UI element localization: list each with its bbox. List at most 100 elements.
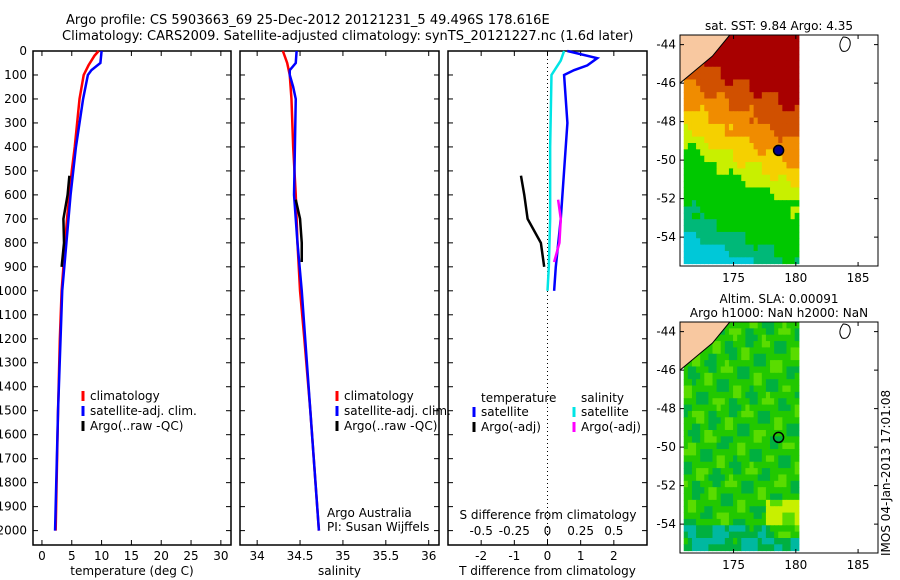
- map-cell: [733, 92, 738, 99]
- map-cell: [696, 544, 701, 552]
- map-cell: [757, 423, 763, 431]
- map-cell: [745, 537, 751, 545]
- map-cell: [720, 525, 726, 533]
- map-cell: [765, 404, 771, 412]
- map-cell: [765, 493, 771, 501]
- map-cell: [733, 353, 738, 361]
- map-cell: [716, 47, 722, 55]
- map-cell: [761, 544, 767, 552]
- map-cell: [757, 73, 763, 80]
- map-cell: [712, 162, 718, 169]
- map-cell: [741, 225, 746, 233]
- map-cell: [749, 480, 755, 488]
- map-cell: [757, 404, 763, 412]
- map-cell: [716, 111, 722, 119]
- map-cell: [778, 493, 783, 501]
- map-cell: [749, 41, 755, 49]
- map-cell: [687, 104, 693, 112]
- map-cell: [753, 391, 759, 399]
- map-cell: [712, 60, 718, 68]
- map-cell: [741, 136, 746, 144]
- title-line-2: Climatology: CARS2009. Satellite-adjuste…: [62, 29, 634, 44]
- map-cell: [733, 181, 738, 188]
- map-cell: [774, 66, 779, 74]
- map-cell: [774, 518, 779, 526]
- map-cell: [782, 410, 788, 418]
- map-cell: [683, 506, 689, 514]
- map-cell: [765, 66, 771, 74]
- map-cell: [683, 493, 689, 501]
- map-cell: [757, 79, 763, 87]
- map-cell: [741, 142, 746, 150]
- map-cell: [687, 525, 693, 533]
- map-cell: [778, 79, 783, 87]
- map-cell: [687, 168, 693, 176]
- map-cell: [687, 493, 693, 501]
- map-cell: [749, 111, 755, 119]
- map-cell: [786, 442, 792, 450]
- map-cell: [757, 162, 763, 169]
- map-cell: [741, 328, 746, 336]
- map-cell: [712, 391, 718, 399]
- map-cell: [765, 104, 771, 112]
- map-cell: [700, 168, 705, 176]
- map-cell: [757, 35, 763, 42]
- map-cell: [794, 347, 800, 355]
- map-cell: [786, 429, 792, 437]
- map-cell: [712, 544, 718, 552]
- map-cell: [700, 404, 705, 412]
- map-cell: [786, 372, 792, 380]
- map-cell: [720, 410, 726, 418]
- map-cell: [761, 531, 767, 539]
- map-cell: [733, 366, 738, 374]
- map-cell: [778, 136, 783, 144]
- legend-label: Argo(..raw -QC): [344, 419, 437, 433]
- map-cell: [708, 187, 714, 195]
- map-cell: [687, 487, 693, 494]
- map-cell: [794, 468, 800, 475]
- map-cell: [786, 474, 792, 482]
- map-cell: [753, 117, 759, 125]
- map-cell: [770, 66, 775, 74]
- map-cell: [737, 212, 742, 220]
- map-cell: [757, 257, 763, 265]
- map-cell: [778, 499, 783, 507]
- map-cell: [761, 238, 767, 246]
- map-cell: [696, 231, 701, 239]
- map-cell: [716, 525, 722, 533]
- map-cell: [794, 85, 800, 93]
- map-cell: [741, 73, 746, 80]
- map-cell: [786, 35, 792, 42]
- map-cell: [745, 442, 751, 450]
- map-cell: [724, 104, 730, 112]
- map-cell: [757, 47, 763, 55]
- map-cell: [753, 130, 759, 138]
- map-cell: [700, 92, 705, 99]
- map-cell: [761, 181, 767, 188]
- legend-label: Argo(-adj): [481, 420, 541, 434]
- map-cell: [716, 493, 722, 501]
- map-cell: [757, 123, 763, 131]
- map-cell: [794, 360, 800, 367]
- map-cell: [687, 385, 693, 393]
- map-cell: [790, 54, 796, 61]
- map-cell: [696, 130, 701, 138]
- map-cell: [704, 480, 709, 488]
- map-cell: [691, 149, 697, 157]
- map-cell: [782, 366, 788, 374]
- map-cell: [782, 111, 788, 119]
- map-cell: [696, 155, 701, 163]
- map-cell: [749, 322, 755, 329]
- map-cell: [720, 206, 726, 214]
- map-cell: [761, 47, 767, 55]
- map-cell: [778, 391, 783, 399]
- map-cell: [687, 537, 693, 545]
- map-cell: [782, 85, 788, 93]
- map-cell: [757, 417, 763, 425]
- map-cell: [691, 181, 697, 188]
- map-cell: [733, 499, 738, 507]
- map-cell: [761, 322, 767, 329]
- map-cell: [737, 54, 742, 61]
- map-cell: [757, 499, 763, 507]
- map-cell: [720, 334, 726, 342]
